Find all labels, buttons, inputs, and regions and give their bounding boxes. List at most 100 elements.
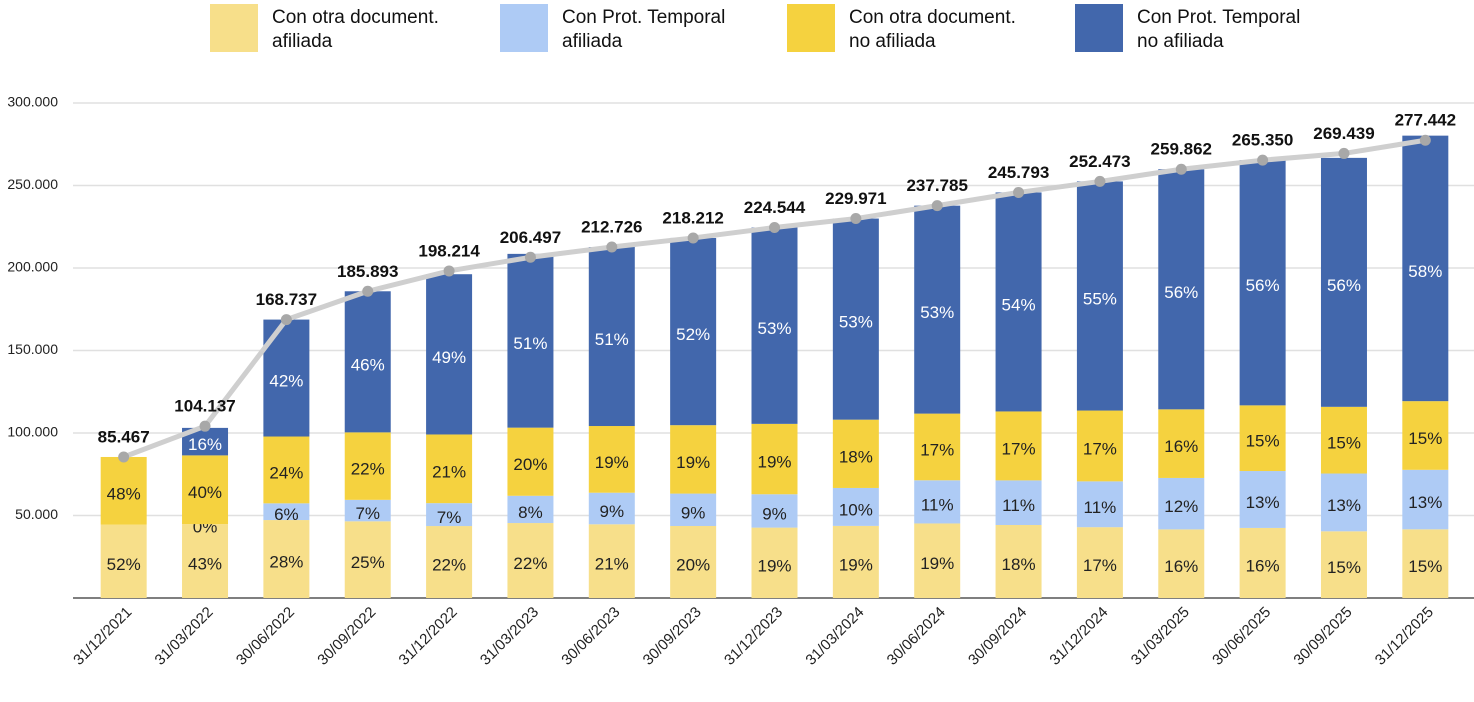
bar-segment <box>670 493 717 526</box>
y-tick-label: 50.000 <box>15 506 58 522</box>
bar-segment <box>1402 401 1449 470</box>
total-label: 206.497 <box>500 228 561 247</box>
data-label: 55% <box>1083 289 1117 308</box>
x-tick-label: 31/12/2021 <box>70 604 135 669</box>
data-label: 51% <box>513 334 547 353</box>
bar-segment <box>182 455 229 525</box>
data-label: 10% <box>839 500 873 519</box>
data-label: 17% <box>1083 556 1117 575</box>
bar-segment <box>588 247 635 427</box>
bar-segment <box>1320 406 1367 474</box>
bar-segment <box>507 495 554 524</box>
bar-segment <box>1076 481 1123 528</box>
bar-segment <box>426 526 473 598</box>
data-label: 51% <box>595 330 629 349</box>
total-label: 237.785 <box>906 176 967 195</box>
data-label: 21% <box>432 462 466 481</box>
bar-segment <box>751 494 798 528</box>
data-label: 52% <box>676 325 710 344</box>
data-label: 19% <box>920 554 954 573</box>
total-label: 198.214 <box>418 241 480 260</box>
bar-segment <box>1076 181 1123 411</box>
total-label: 224.544 <box>744 198 806 217</box>
total-label: 269.439 <box>1313 124 1374 143</box>
data-label: 6% <box>274 505 299 524</box>
y-tick-label: 300.000 <box>7 94 58 110</box>
bar-segment <box>1158 477 1205 530</box>
legend-item: Con Prot. Temporal afiliada <box>500 4 725 54</box>
y-tick-label: 150.000 <box>7 341 58 357</box>
data-label: 46% <box>351 355 385 374</box>
data-label: 9% <box>762 504 787 523</box>
total-label: 85.467 <box>98 427 150 446</box>
bar-segment <box>670 525 717 598</box>
total-label: 245.793 <box>988 163 1049 182</box>
bar-segment <box>263 436 310 504</box>
total-marker <box>687 232 699 244</box>
total-marker <box>606 241 618 253</box>
data-label: 52% <box>107 555 141 574</box>
data-label: 13% <box>1327 496 1361 515</box>
bar-segment <box>832 487 879 526</box>
bar-segment <box>426 434 473 504</box>
total-marker <box>118 451 130 463</box>
bar-segment <box>751 527 798 598</box>
bar-segment <box>507 523 554 598</box>
x-tick-label: 30/09/2024 <box>965 604 1030 669</box>
data-label: 19% <box>676 453 710 472</box>
total-label: 218.212 <box>662 208 723 227</box>
bar-segment <box>588 426 635 493</box>
bar-segment <box>1158 529 1205 598</box>
bar-segment <box>1320 531 1367 598</box>
data-label: 56% <box>1246 276 1280 295</box>
data-label: 15% <box>1327 558 1361 577</box>
bar-segment <box>507 427 554 496</box>
data-label: 40% <box>188 483 222 502</box>
data-label: 9% <box>681 503 706 522</box>
bar-segment <box>751 227 798 424</box>
x-tick-label: 31/12/2022 <box>396 604 461 669</box>
data-label: 53% <box>839 313 873 332</box>
data-label: 17% <box>920 440 954 459</box>
x-tick-label: 31/03/2023 <box>477 604 542 669</box>
bar-segment <box>344 499 391 522</box>
total-label: 229.971 <box>825 189 886 208</box>
bar-segment <box>100 524 147 598</box>
bar-segment <box>263 503 310 521</box>
data-label: 18% <box>1002 555 1036 574</box>
data-label: 19% <box>839 555 873 574</box>
bar-segment <box>1158 169 1205 410</box>
x-tick-label: 31/03/2022 <box>152 604 217 669</box>
y-tick-label: 100.000 <box>7 424 58 440</box>
total-marker <box>1338 147 1350 159</box>
legend-label: Con otra document. no afiliada <box>849 7 1016 52</box>
data-label: 9% <box>600 502 625 521</box>
data-label: 15% <box>1246 432 1280 451</box>
bar-segment <box>182 524 229 598</box>
total-marker <box>1094 175 1106 187</box>
bar-segment <box>1076 410 1123 482</box>
bar-segment <box>995 411 1042 481</box>
x-tick-label: 31/03/2025 <box>1128 604 1193 669</box>
data-label: 19% <box>757 453 791 472</box>
bar-segment <box>1239 405 1286 472</box>
bar-segment <box>832 525 879 598</box>
total-label: 168.737 <box>256 290 317 309</box>
data-label: 16% <box>1164 557 1198 576</box>
legend-label: Con Prot. Temporal no afiliada <box>1137 7 1301 52</box>
bar-segment <box>1239 527 1286 598</box>
data-label: 42% <box>269 372 303 391</box>
data-label: 17% <box>1083 439 1117 458</box>
bar-segment <box>426 274 473 435</box>
data-label: 15% <box>1408 429 1442 448</box>
data-label: 58% <box>1408 262 1442 281</box>
legend-label: Con Prot. Temporal afiliada <box>562 7 726 52</box>
bar-segment <box>1320 473 1367 532</box>
bar-segment <box>1239 160 1286 406</box>
total-marker <box>362 285 374 297</box>
bar-segment <box>426 503 473 527</box>
total-label: 212.726 <box>581 217 642 236</box>
y-tick-label: 250.000 <box>7 176 58 192</box>
x-tick-label: 30/09/2025 <box>1290 604 1355 669</box>
bar-segment <box>670 425 717 494</box>
